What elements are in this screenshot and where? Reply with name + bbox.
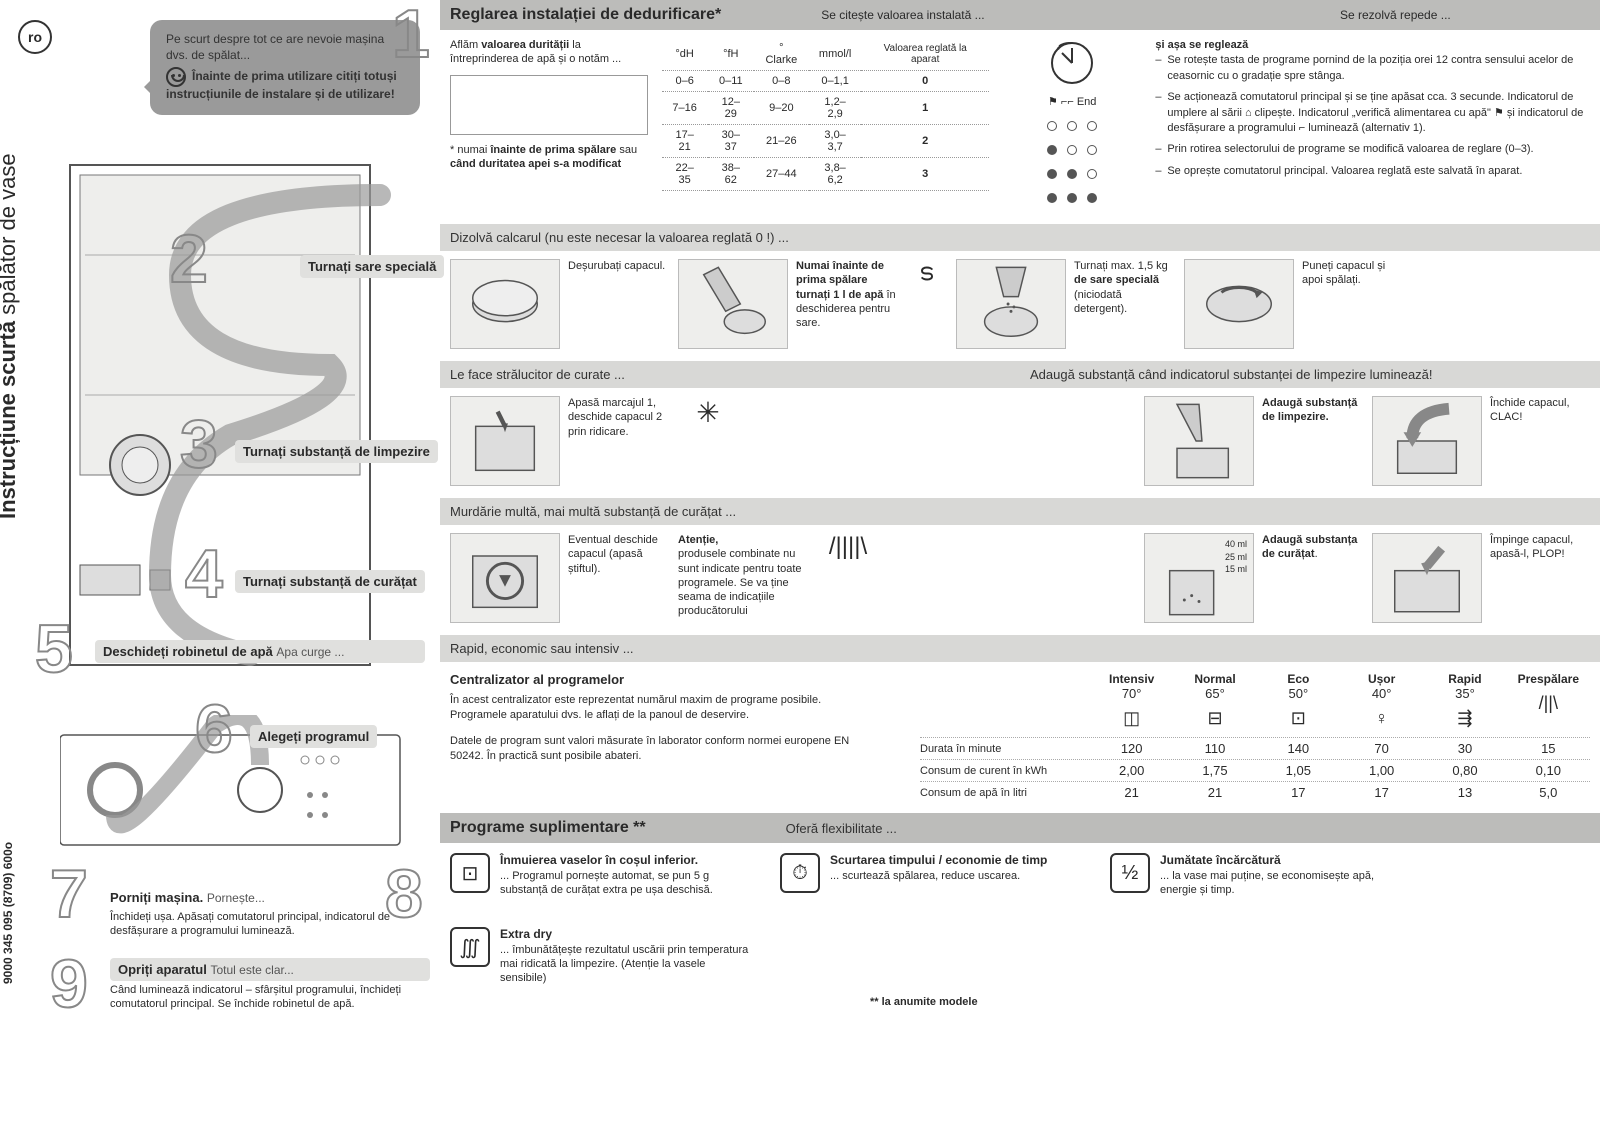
lang-badge: ro — [18, 20, 52, 54]
step-label-7: Porniți mașina. Pornește... — [110, 890, 265, 905]
program-col: Normal65°⊟ — [1173, 672, 1256, 737]
step-label-3: Turnați substanță de limpezire — [235, 440, 438, 463]
right-column: 1 Reglarea instalației de dedurificare* … — [440, 0, 1600, 1131]
open-detergent-icon — [450, 533, 560, 623]
s-curve-icon: ട — [906, 259, 946, 287]
program-col: Ușor40°♀ — [1340, 672, 1423, 737]
ml-scale-icon: 40 ml25 ml15 ml — [1144, 533, 1254, 623]
step-label-5: Deschideți robinetul de apă Apa curge ..… — [95, 640, 425, 663]
step-desc-9: Când luminează indicatorul – sfârșitul p… — [110, 983, 410, 1012]
step-num-2: 2 — [170, 220, 208, 298]
step-label-2: Turnați sare specială — [300, 255, 444, 278]
step-num-6: 6 — [195, 690, 233, 768]
pour-salt-icon — [956, 259, 1066, 349]
supp-icon: ⏱ — [780, 853, 820, 893]
supp-item: ½Jumătate încărcătură... la vase mai puț… — [1110, 853, 1410, 897]
sparkle-icon: ✳ — [678, 396, 738, 429]
section-6: Rapid, economic sau intensiv ... Central… — [440, 635, 1600, 813]
dishwasher-illustration: 2 Turnați sare specială 3 Turnați substa… — [40, 135, 430, 1035]
cap-unscrew-icon — [450, 259, 560, 349]
section-1: 1 Reglarea instalației de dedurificare* … — [440, 0, 1600, 224]
section-8: Programe suplimentare ** Oferă flexibili… — [440, 813, 1600, 1018]
press-open-icon — [450, 396, 560, 486]
supp-item: ∭Extra dry... îmbunătățește rezultatul u… — [450, 927, 750, 985]
step-num-8: 8 — [385, 855, 423, 933]
supp-item: ⏱Scurtarea timpului / economie de timp..… — [780, 853, 1080, 897]
push-lid-icon — [1372, 533, 1482, 623]
section-3: Le face strălucitor de curate ...Adaugă … — [440, 361, 1600, 498]
step-num-4: 4 — [185, 535, 223, 613]
section-2: Dizolvă calcarul (nu este necesar la val… — [440, 224, 1600, 361]
smiley-icon — [166, 67, 186, 87]
program-col: Prespălare/||\ — [1507, 672, 1590, 737]
section-4: Murdărie multă, mai multă substanță de c… — [440, 498, 1600, 635]
step-num-1: 1 — [392, 0, 1600, 73]
pour-water-icon — [678, 259, 788, 349]
supp-icon: ½ — [1110, 853, 1150, 893]
step-desc-7: Închideți ușa. Apăsați comutatorul princ… — [110, 910, 410, 939]
step-label-4: Turnați substanță de curățat — [235, 570, 425, 593]
lines-icon: /||||\ — [828, 533, 868, 561]
supp-icon: ∭ — [450, 927, 490, 967]
pour-rinse-icon — [1144, 396, 1254, 486]
intro-bubble: Pe scurt despre tot ce are nevoie mașina… — [150, 20, 420, 115]
program-col: Rapid35°⇶ — [1423, 672, 1506, 737]
supp-item: ⊡Înmuierea vaselor în coșul inferior....… — [450, 853, 750, 897]
step-num-5: 5 — [35, 610, 73, 688]
left-column: ro Instrucțiune scurtă spălător de vase … — [0, 0, 440, 1131]
step-num-3: 3 — [180, 405, 218, 483]
vertical-title: Instrucțiune scurtă spălător de vase — [0, 153, 21, 519]
doc-code: 9000 345 095 (8709) 600o — [1, 842, 15, 984]
program-col: Eco50°⊡ — [1257, 672, 1340, 737]
step-num-7: 7 — [50, 855, 88, 933]
program-col: Intensiv70°◫ — [1090, 672, 1173, 737]
lid-close-icon — [1372, 396, 1482, 486]
supp-icon: ⊡ — [450, 853, 490, 893]
step-num-9: 9 — [50, 945, 88, 1023]
step-label-6: Alegeți programul — [250, 725, 377, 748]
cap-close-icon — [1184, 259, 1294, 349]
step-label-9: Opriți aparatul Totul este clar... — [110, 958, 430, 981]
